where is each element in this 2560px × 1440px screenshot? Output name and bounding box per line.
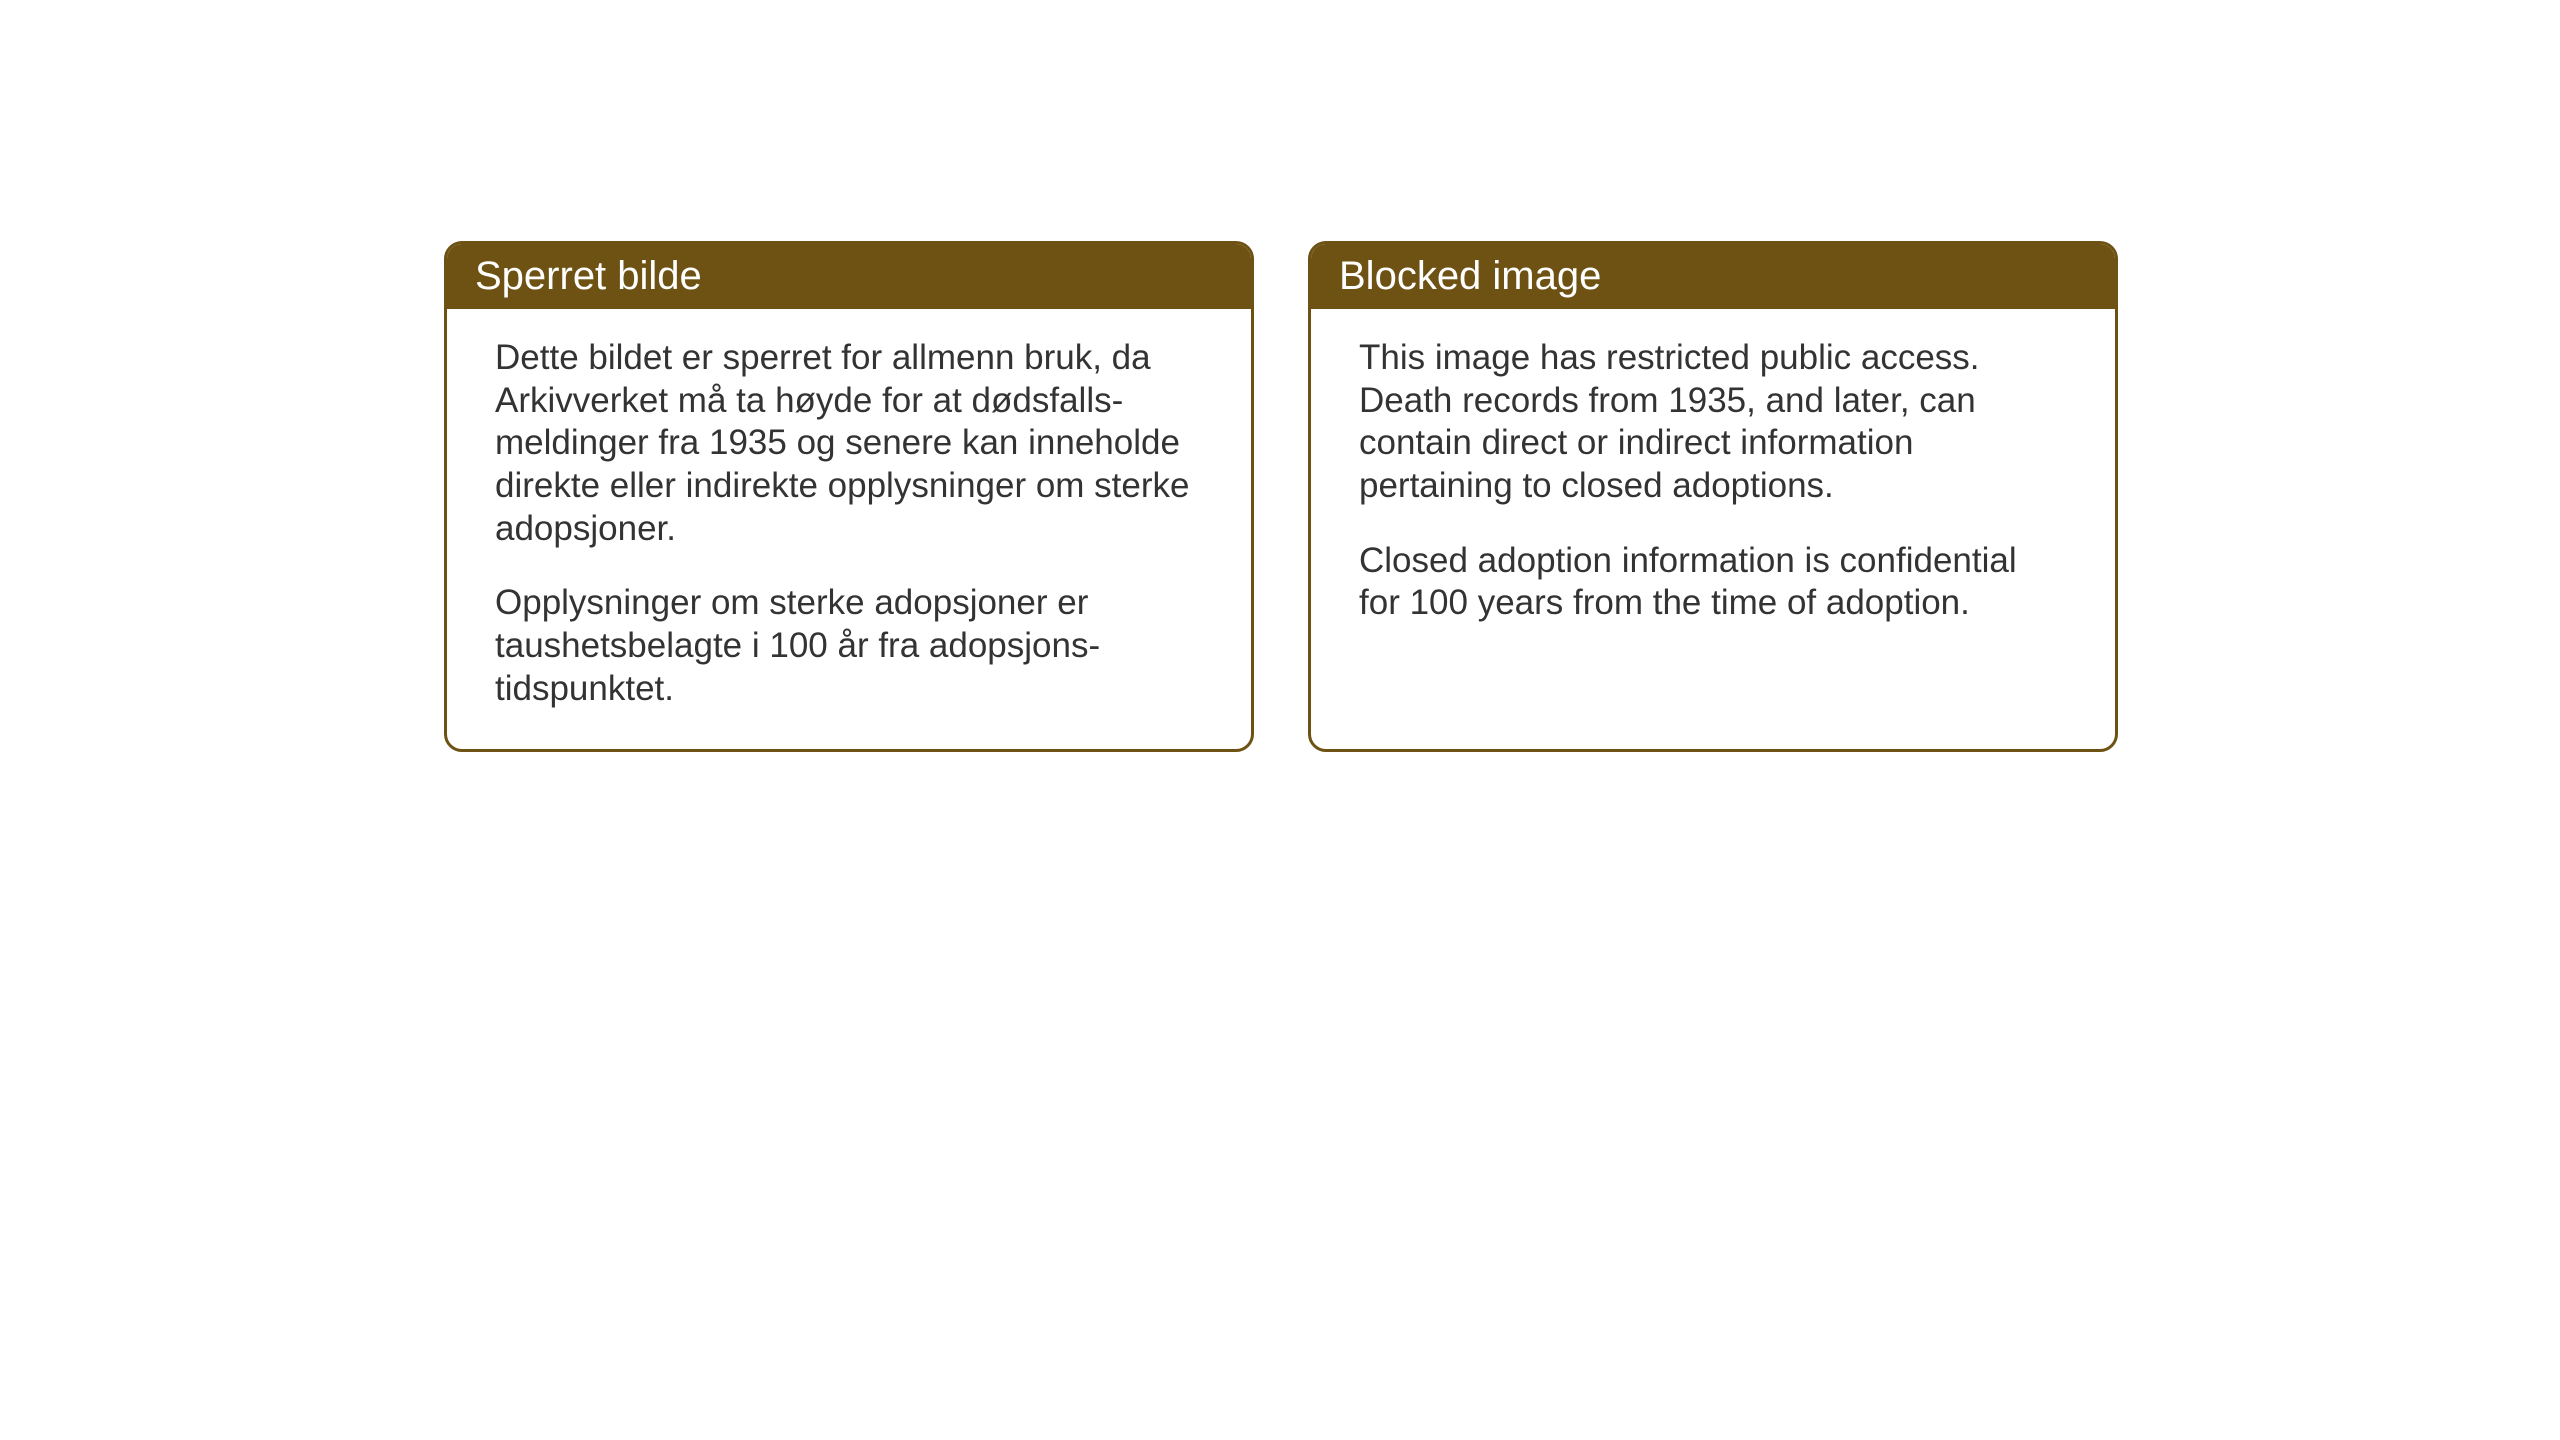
notice-paragraph-norwegian-2: Opplysninger om sterke adopsjoner er tau… <box>495 582 1203 710</box>
notice-card-header-english: Blocked image <box>1311 244 2115 309</box>
notice-paragraph-norwegian-1: Dette bildet er sperret for allmenn bruk… <box>495 337 1203 550</box>
notice-card-header-norwegian: Sperret bilde <box>447 244 1251 309</box>
notice-container: Sperret bilde Dette bildet er sperret fo… <box>444 241 2118 752</box>
notice-title-english: Blocked image <box>1339 254 1601 298</box>
notice-card-norwegian: Sperret bilde Dette bildet er sperret fo… <box>444 241 1254 752</box>
notice-card-body-english: This image has restricted public access.… <box>1311 309 2115 663</box>
notice-title-norwegian: Sperret bilde <box>475 254 702 298</box>
notice-card-english: Blocked image This image has restricted … <box>1308 241 2118 752</box>
notice-paragraph-english-1: This image has restricted public access.… <box>1359 337 2067 508</box>
notice-card-body-norwegian: Dette bildet er sperret for allmenn bruk… <box>447 309 1251 749</box>
notice-paragraph-english-2: Closed adoption information is confident… <box>1359 540 2067 625</box>
